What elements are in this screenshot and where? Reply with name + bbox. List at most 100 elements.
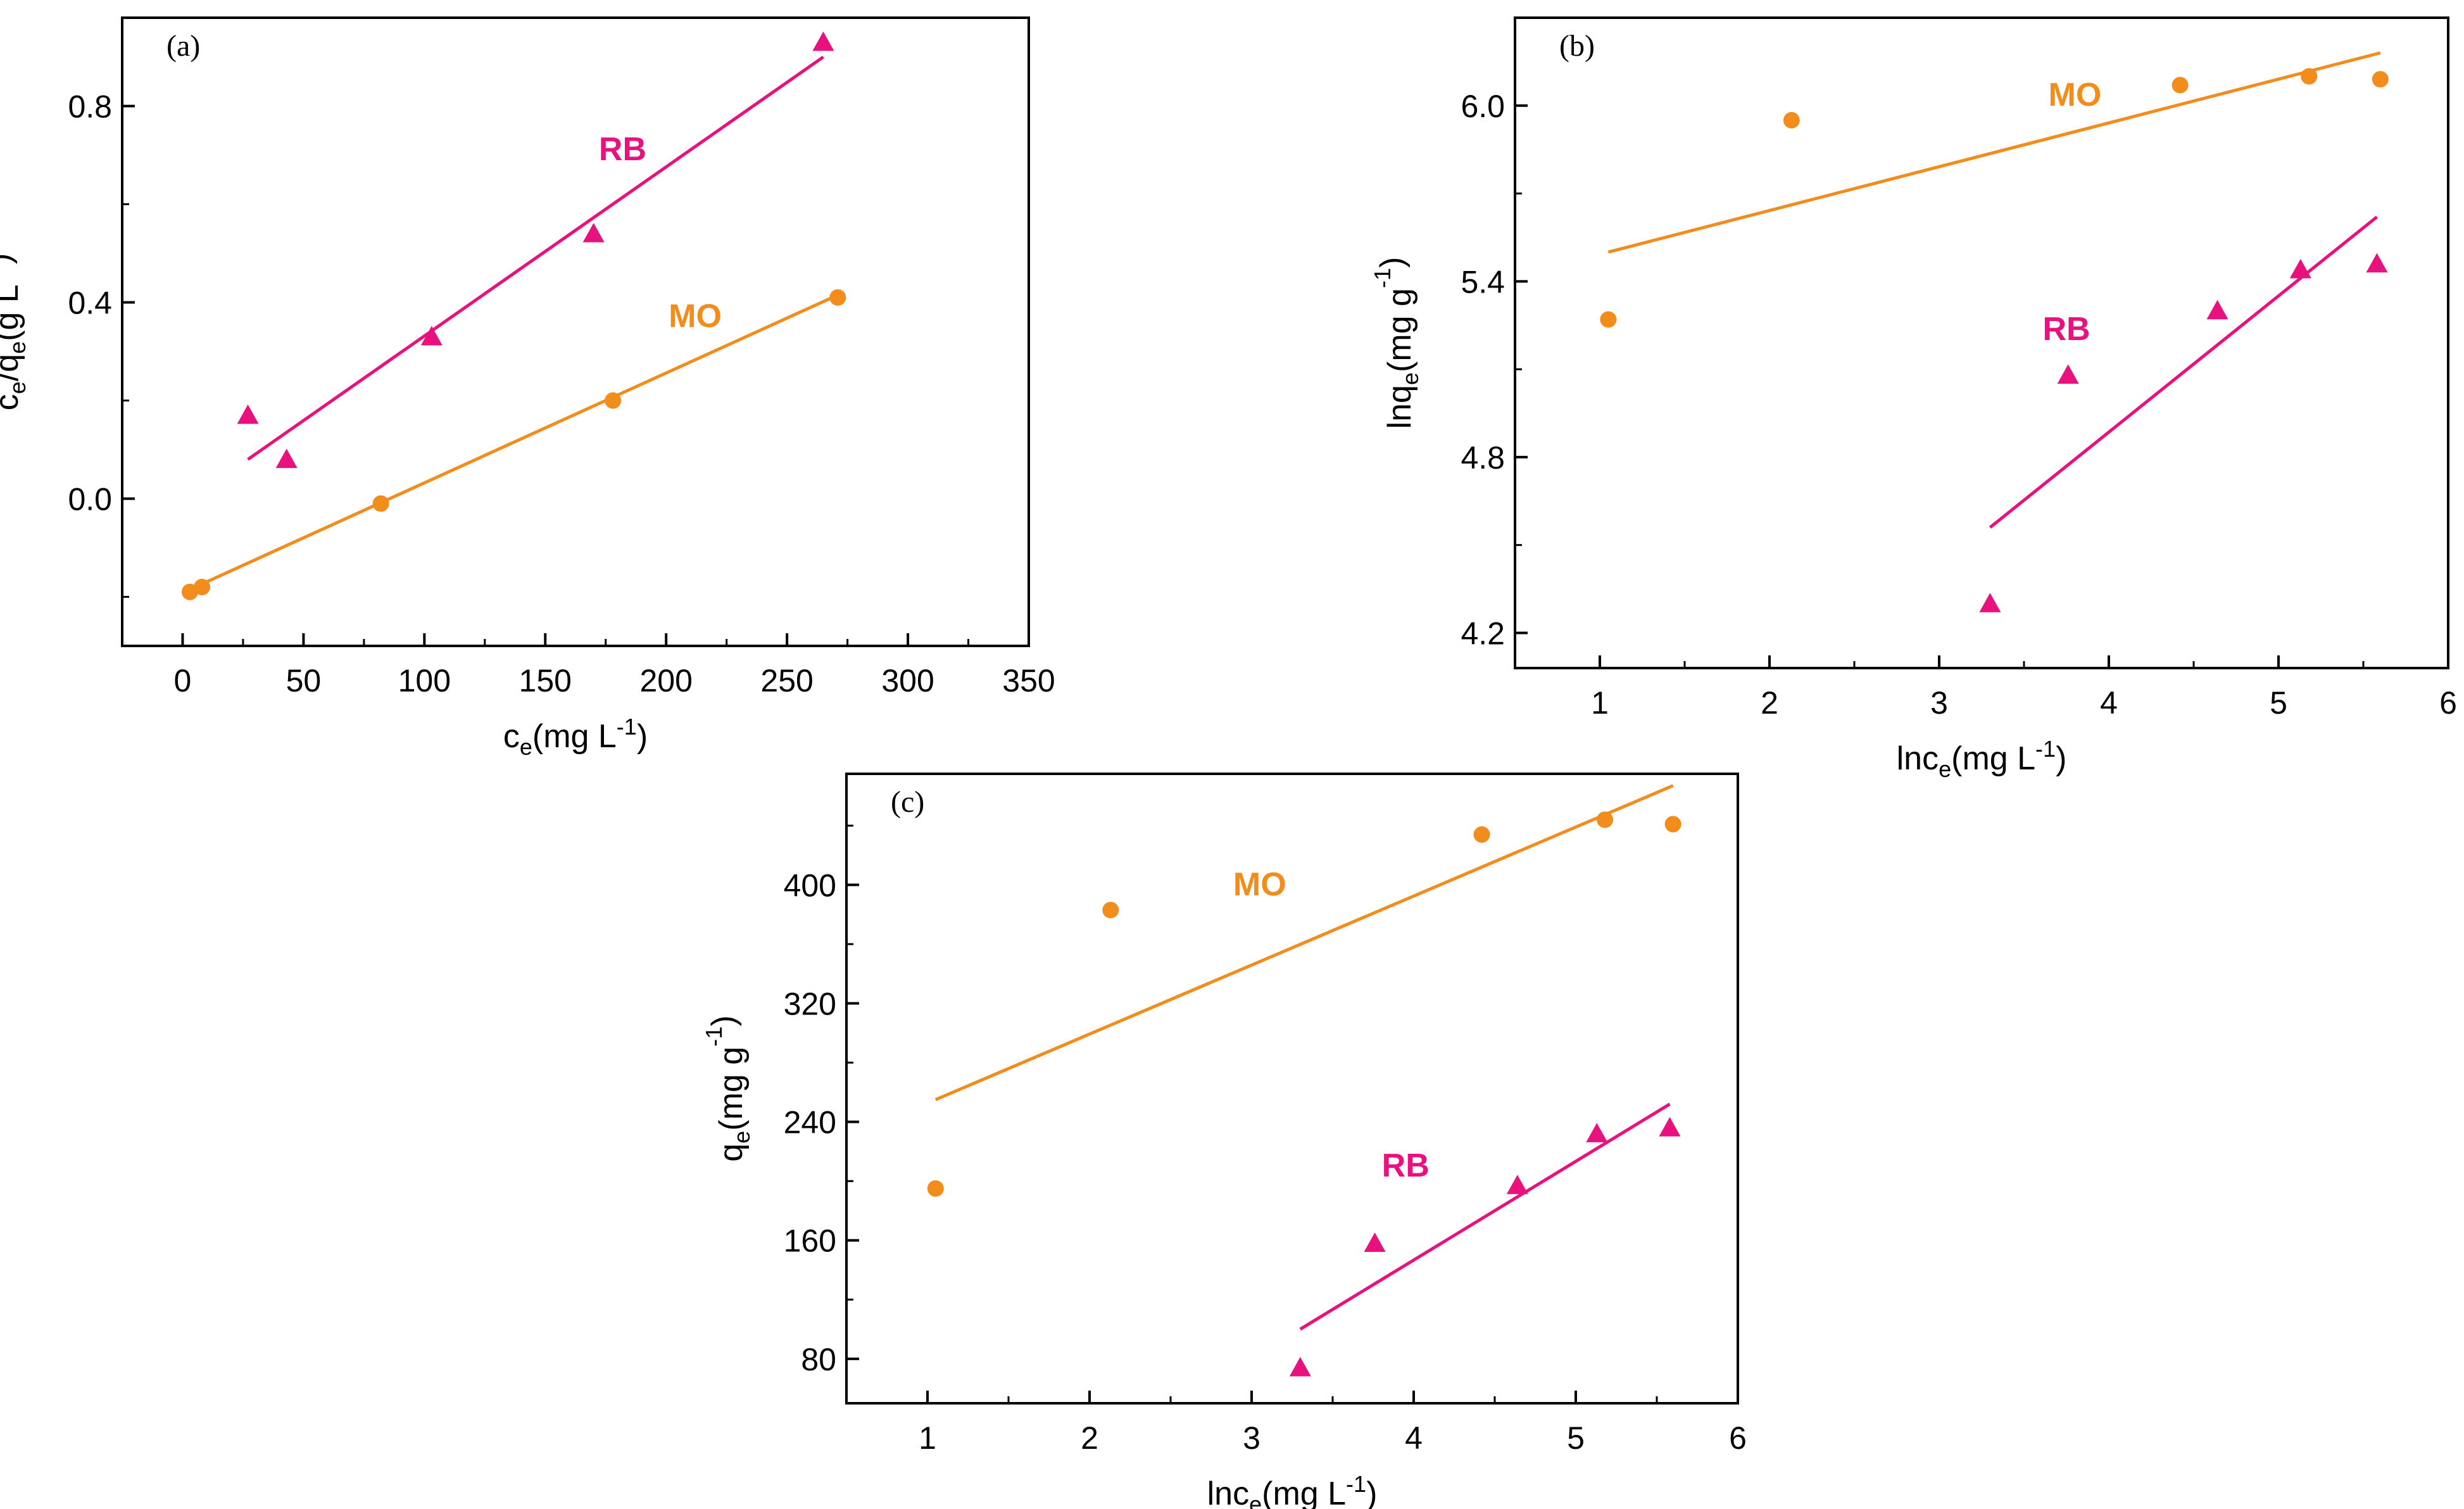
fit-line-rb bbox=[1989, 215, 2379, 529]
y-label-text: ) bbox=[0, 253, 18, 264]
y-tick-label: 5.4 bbox=[1461, 264, 1505, 300]
x-label-end: ) bbox=[2056, 740, 2066, 777]
series-mo: MO bbox=[181, 289, 846, 600]
y-tick-label: 4.2 bbox=[1461, 616, 1505, 651]
data-point-rb bbox=[1364, 1232, 1386, 1253]
y-tick-label: 0.0 bbox=[68, 482, 112, 517]
x-label-unit: (mg L bbox=[1262, 1475, 1346, 1509]
plot-frame bbox=[121, 16, 1030, 647]
x-tick-label: 6 bbox=[2439, 685, 2457, 721]
y-tick-label: 0.4 bbox=[68, 286, 112, 321]
x-tick-label: 0 bbox=[174, 663, 192, 698]
fit-line-rb bbox=[1299, 1102, 1671, 1331]
y-label-sup: -1 bbox=[1369, 268, 1395, 288]
y-label-text: ) bbox=[1374, 257, 1411, 268]
series-mo: MO bbox=[1600, 51, 2389, 328]
y-label-text: ) bbox=[705, 1015, 742, 1026]
series-label-mo: MO bbox=[669, 298, 722, 334]
series-label-rb: RB bbox=[2042, 311, 2090, 348]
x-tick-label: 3 bbox=[1930, 685, 1948, 721]
x-tick-label: 150 bbox=[519, 663, 572, 698]
data-point-rb bbox=[812, 31, 834, 51]
data-point-rb bbox=[1979, 593, 2001, 612]
x-label-main: lnc bbox=[1207, 1475, 1249, 1509]
data-point-mo bbox=[1783, 111, 1800, 129]
data-point-rb bbox=[1506, 1175, 1528, 1194]
data-point-rb bbox=[1289, 1356, 1311, 1377]
y-label-text: q bbox=[713, 1144, 750, 1162]
data-point-rb bbox=[420, 325, 443, 346]
y-tick-label: 240 bbox=[784, 1105, 836, 1140]
series-label-rb: RB bbox=[599, 131, 646, 168]
x-axis-label: ce(mg L-1) bbox=[503, 714, 648, 760]
y-label-text: (g L bbox=[0, 284, 25, 341]
x-label-main: c bbox=[503, 718, 520, 755]
fit-line-mo bbox=[934, 784, 1674, 1101]
y-tick-label: 160 bbox=[784, 1223, 836, 1259]
data-point-mo bbox=[1664, 816, 1681, 833]
y-tick-label: 6.0 bbox=[1461, 89, 1505, 124]
data-point-mo bbox=[1102, 902, 1119, 919]
data-point-rb bbox=[237, 404, 259, 424]
y-axis-label: lnqe(mg g-1) bbox=[1369, 257, 1423, 429]
data-point-rb bbox=[2366, 253, 2388, 273]
y-label-text: lnq bbox=[1381, 385, 1418, 429]
data-point-mo bbox=[1597, 811, 1614, 828]
x-label-end: ) bbox=[637, 718, 648, 755]
x-tick-label: 50 bbox=[286, 663, 322, 698]
y-label-sub: e bbox=[4, 381, 30, 394]
y-label-sup: -1 bbox=[0, 264, 3, 284]
data-point-mo bbox=[194, 579, 211, 595]
panel-b: 1 2 3 4 5 64.24.85.46.0(b)lnce(mg L-1)lnqe(mg… bbox=[1369, 16, 2457, 782]
x-tick-label: 1 bbox=[919, 1420, 936, 1456]
data-point-rb bbox=[275, 448, 298, 469]
x-tick-label: 5 bbox=[2270, 685, 2287, 721]
plot-frame bbox=[1514, 16, 2449, 669]
x-label-sub: e bbox=[1249, 1491, 1262, 1509]
data-point-rb bbox=[2289, 258, 2311, 279]
panel-label: (b) bbox=[1559, 29, 1595, 63]
y-tick-label: 80 bbox=[801, 1342, 836, 1377]
x-label-sup: -1 bbox=[617, 714, 637, 740]
y-tick-label: 400 bbox=[784, 868, 836, 903]
data-point-mo bbox=[1600, 311, 1617, 328]
data-point-mo bbox=[2372, 71, 2389, 88]
y-label-sup: -1 bbox=[701, 1026, 727, 1047]
y-label-text: (mg g bbox=[713, 1047, 750, 1131]
data-point-rb bbox=[1659, 1116, 1681, 1137]
data-point-mo bbox=[927, 1180, 944, 1197]
x-label-end: ) bbox=[1366, 1475, 1377, 1509]
y-label-sub: e bbox=[1397, 372, 1423, 385]
fit-line-rb bbox=[247, 55, 824, 461]
x-tick-label: 300 bbox=[881, 663, 934, 698]
x-tick-label: 4 bbox=[2100, 685, 2118, 721]
series-rb: RB bbox=[1289, 1102, 1681, 1377]
data-point-rb bbox=[582, 223, 605, 243]
data-point-rb bbox=[1586, 1123, 1608, 1142]
fit-line-mo bbox=[1607, 51, 2381, 254]
x-label-unit: (mg L bbox=[532, 718, 617, 755]
y-axis-label: ce/qe(g L-1) bbox=[0, 253, 30, 410]
panel-label: (a) bbox=[167, 29, 200, 63]
y-tick-label: 0.8 bbox=[68, 89, 112, 125]
y-axis-label: qe(mg g-1) bbox=[701, 1015, 755, 1161]
data-point-mo bbox=[2172, 77, 2189, 94]
fit-line-mo bbox=[189, 293, 839, 591]
y-label-sub: e bbox=[729, 1131, 755, 1144]
data-point-mo bbox=[2301, 68, 2318, 85]
series-label-mo: MO bbox=[1233, 866, 1286, 903]
data-point-rb bbox=[2206, 300, 2228, 320]
series-rb: RB bbox=[237, 31, 834, 469]
x-tick-label: 350 bbox=[1002, 663, 1055, 698]
x-tick-label: 250 bbox=[760, 663, 813, 698]
panel-label: (c) bbox=[891, 785, 924, 819]
x-tick-label: 5 bbox=[1567, 1420, 1585, 1456]
data-point-mo bbox=[605, 392, 622, 409]
series-mo: MO bbox=[927, 784, 1681, 1197]
data-point-mo bbox=[829, 289, 846, 306]
x-tick-label: 2 bbox=[1761, 685, 1778, 721]
x-label-sup: -1 bbox=[2035, 736, 2056, 762]
y-label-text: /q bbox=[0, 354, 25, 381]
